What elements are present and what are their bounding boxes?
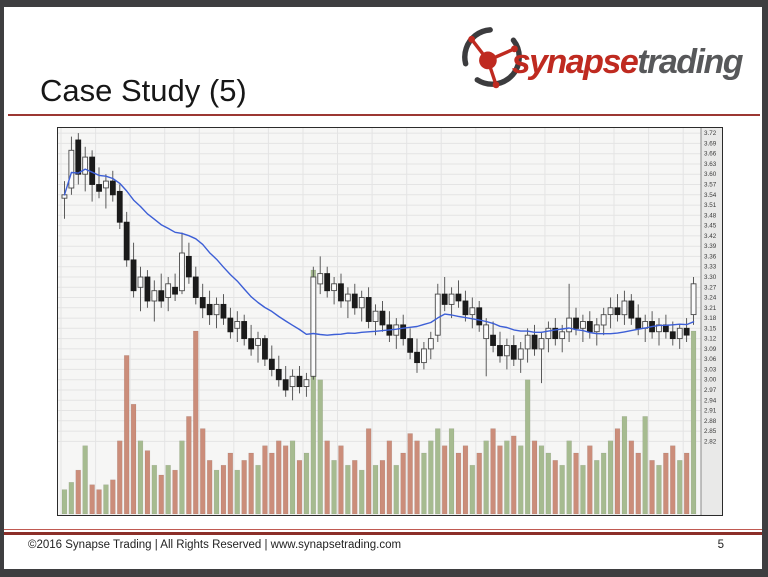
svg-text:3.63: 3.63 [704,161,717,168]
svg-text:3.21: 3.21 [704,305,717,312]
svg-text:3.66: 3.66 [704,151,717,158]
svg-text:3.57: 3.57 [704,182,717,189]
page-title: Case Study (5) [40,73,247,108]
svg-text:3.00: 3.00 [704,377,717,384]
svg-text:3.18: 3.18 [704,315,717,322]
svg-text:3.36: 3.36 [704,253,717,260]
svg-text:3.45: 3.45 [704,223,717,230]
svg-text:2.85: 2.85 [704,428,717,435]
svg-text:2.91: 2.91 [704,408,717,415]
svg-text:2.88: 2.88 [704,418,717,425]
svg-text:2.97: 2.97 [704,387,717,394]
svg-text:3.03: 3.03 [704,366,717,373]
svg-text:3.06: 3.06 [704,356,717,363]
logo-wordmark: synapsetrading [511,43,744,82]
price-chart: 3.72 3.69 3.66 3.63 3.60 3.57 3.54 3.51 3.48 3.45… [57,127,723,516]
svg-text:3.15: 3.15 [704,325,717,332]
svg-text:3.60: 3.60 [704,171,717,178]
svg-text:3.48: 3.48 [704,212,717,219]
svg-text:3.42: 3.42 [704,233,717,240]
svg-text:3.27: 3.27 [704,284,717,291]
svg-text:3.12: 3.12 [704,336,717,343]
logo-word-synapse: synapse [511,43,639,81]
candlestick-volume-chart: 3.72 3.69 3.66 3.63 3.60 3.57 3.54 3.51 3.48 3.45… [57,127,723,516]
svg-text:2.82: 2.82 [704,438,717,445]
synapse-logo-icon [458,23,526,96]
svg-text:2.94: 2.94 [704,397,717,404]
page-number: 5 [717,539,724,551]
footer-divider-thin [4,529,762,530]
svg-text:3.30: 3.30 [704,274,717,281]
title-divider [8,114,760,116]
svg-text:3.33: 3.33 [704,264,717,271]
svg-text:3.51: 3.51 [704,202,717,209]
logo-word-trading: trading [637,43,743,81]
svg-text:3.72: 3.72 [704,130,717,137]
svg-text:3.09: 3.09 [704,346,717,353]
slide: Case Study (5) synapsetrading [4,7,762,569]
footer-divider-thick [4,532,762,535]
svg-text:3.39: 3.39 [704,243,717,250]
svg-text:3.54: 3.54 [704,192,717,199]
svg-text:3.69: 3.69 [704,140,717,147]
svg-text:3.24: 3.24 [704,295,717,302]
footer-copyright: ©2016 Synapse Trading | All Rights Reser… [28,539,402,551]
synapse-trading-logo: synapsetrading [458,23,744,96]
